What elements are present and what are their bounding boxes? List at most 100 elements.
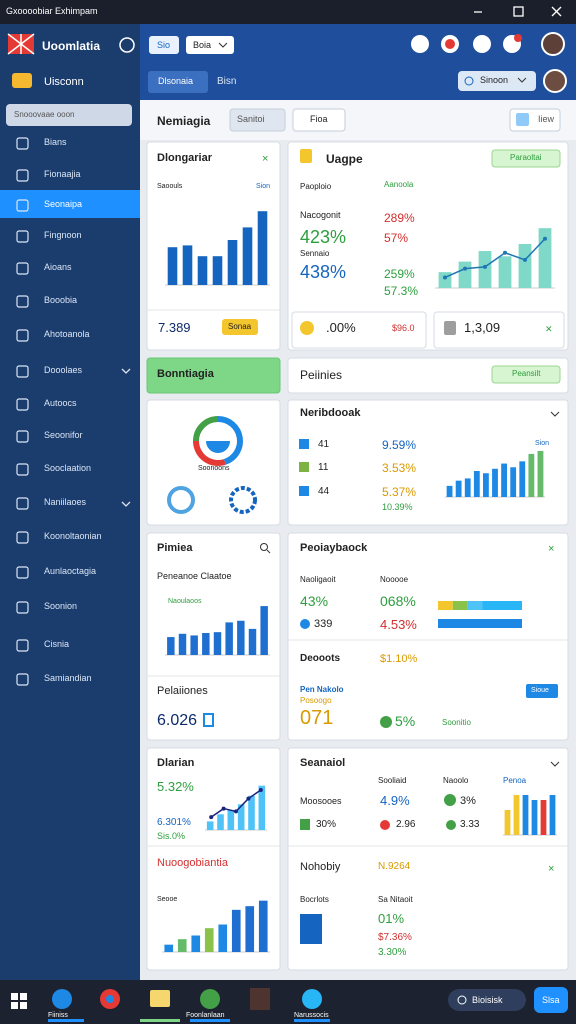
point [258,788,263,792]
label: Sa Nitaoit [378,895,413,904]
label: 9.59% [382,438,417,452]
point [523,257,527,262]
label: Soonitio [442,718,471,727]
label: 3.30% [378,947,407,958]
label: Bonntiagia [157,368,214,380]
nav-icon [16,199,29,212]
label: 3% [460,795,476,807]
label: 4.9% [380,793,410,808]
workspace: Uisconn [44,76,84,88]
svg-text:×: × [548,543,554,555]
label: Dlongariar [157,152,213,164]
nav-icon [16,365,29,378]
bar [483,473,489,497]
nav-icon [16,329,29,342]
label: Dlarian [157,757,195,769]
donut-segment [193,416,219,442]
point [209,815,214,820]
label: Bioisisk [472,995,503,1005]
point [246,796,251,801]
svg-text:×: × [262,153,268,165]
label: Peansilt [512,369,541,378]
label: Sooliaid [378,776,407,785]
label: Fiiniss [48,1012,68,1019]
label: Soonoons [198,465,230,472]
bar [191,935,201,952]
bar [204,928,214,952]
label: $1.10% [380,653,418,665]
label: Paraoltai [510,153,542,162]
bar [177,939,187,952]
label: Sonaa [228,322,252,331]
label: Paoploio [300,182,332,191]
svg-text:✕: ✕ [545,324,553,334]
label: Sis.0% [157,831,186,841]
label: Penoa [503,776,527,785]
bar [540,800,547,835]
nav-item: Naniilaoes [44,497,87,507]
nav-icon [16,566,29,579]
bar [213,632,222,655]
bar [257,211,268,285]
nav-icon [16,230,29,243]
bar [492,468,498,497]
label: 10.39% [382,502,413,512]
bar [167,637,175,655]
bar [248,795,255,830]
label: 3.53% [382,461,417,475]
label: 6.026 [157,712,198,729]
bar [518,244,532,288]
label: 30% [316,819,337,830]
label: Bisn [217,76,237,87]
label: Sio [157,40,171,50]
label: Sinoon [480,75,509,85]
bar [202,632,210,655]
bar [504,810,511,835]
label: Nemiagia [157,114,211,128]
label: Pelaiiones [157,685,208,697]
point [503,250,507,255]
svg-text:×: × [548,863,554,875]
label: 4.53% [380,617,417,632]
bar [537,450,544,497]
bar [245,906,255,952]
point [221,806,226,811]
label: Naoulaoos [168,598,202,605]
nav-icon [16,398,29,411]
label: Aanoola [384,180,414,189]
nav-item: Aioans [44,262,72,272]
label: 5.32% [157,779,194,794]
label: 339 [314,618,333,630]
nav-icon [16,295,29,308]
label: Fioa [310,114,328,124]
label: Deooots [300,653,340,664]
label: 43% [300,593,329,609]
nav-item: Seoonifor [44,430,83,440]
nav-item: Koonoltaonian [44,531,102,541]
bar [528,453,535,497]
point [443,275,447,280]
bar [438,272,452,288]
label: Nooooe [380,575,409,584]
bar [531,800,538,835]
nav-icon [16,169,29,182]
search-placeholder: Snooovaae ooon [14,110,75,119]
nav-item: Samiandian [44,673,92,683]
label: 5% [395,713,416,729]
label: Moosooes [300,796,342,806]
label: Sioue [531,687,549,694]
label: Saoouls [157,183,183,190]
label: Seooe [157,896,178,903]
donut-segment [217,416,243,465]
label: Dlsonaia [158,76,194,86]
label: 423% [300,227,347,247]
label: 1,3,09 [464,320,501,335]
nav-item: Bians [44,137,67,147]
bar [237,804,245,830]
label: 57.3% [384,284,419,298]
label: 438% [300,262,347,282]
label: Neribdooak [300,407,361,419]
label: Narussocis [294,1012,329,1019]
bar [473,471,480,497]
